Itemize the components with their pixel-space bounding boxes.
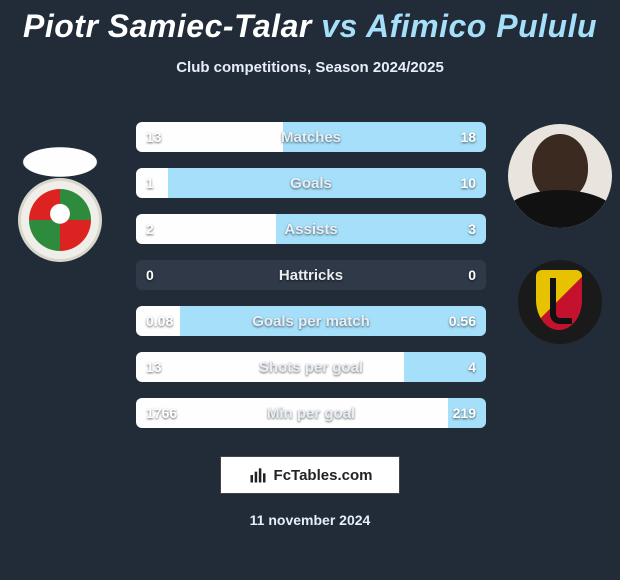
p2-value: 0 — [468, 260, 476, 290]
stat-row: Assists2 3 — [136, 214, 486, 244]
p1-value: 1 — [146, 168, 154, 198]
p2-value: 4 — [468, 352, 476, 382]
vs-text: vs — [321, 8, 358, 44]
p1-value: 1766 — [146, 398, 177, 428]
p1-value: 0 — [146, 260, 154, 290]
subtitle: Club competitions, Season 2024/2025 — [0, 59, 620, 76]
fctables-watermark: FcTables.com — [220, 456, 400, 494]
stat-label: Assists — [136, 214, 486, 244]
p2-value: 18 — [460, 122, 476, 152]
p2-value: 0.56 — [449, 306, 476, 336]
player2-avatar — [508, 124, 612, 228]
p1-value: 0.08 — [146, 306, 173, 336]
chart-icon — [248, 465, 268, 485]
comparison-title: Piotr Samiec-Talar vs Afimico Pululu — [0, 0, 620, 45]
stat-label: Goals per match — [136, 306, 486, 336]
stat-row: Goals1 10 — [136, 168, 486, 198]
p2-value: 10 — [460, 168, 476, 198]
player1-club-logo — [18, 178, 102, 262]
stat-label: Matches — [136, 122, 486, 152]
p1-value: 13 — [146, 352, 162, 382]
stat-label: Shots per goal — [136, 352, 486, 382]
stat-row: Min per goal1766 219 — [136, 398, 486, 428]
player2-club-logo — [518, 260, 602, 344]
player2-name: Afimico Pululu — [366, 8, 597, 44]
stat-bars-container: Matches1318Goals110Assists23Hattricks00G… — [136, 122, 486, 444]
stat-row: Hattricks0 0 — [136, 260, 486, 290]
stat-row: Shots per goal13 4 — [136, 352, 486, 382]
p1-value: 2 — [146, 214, 154, 244]
stat-row: Matches13 18 — [136, 122, 486, 152]
watermark-text: FcTables.com — [274, 467, 373, 484]
p2-value: 3 — [468, 214, 476, 244]
snapshot-date: 11 november 2024 — [0, 512, 620, 528]
player1-name: Piotr Samiec-Talar — [23, 8, 312, 44]
p1-value: 13 — [146, 122, 162, 152]
p2-value: 219 — [453, 398, 476, 428]
stat-label: Hattricks — [136, 260, 486, 290]
stat-label: Goals — [136, 168, 486, 198]
stat-row: Goals per match0.08 0.56 — [136, 306, 486, 336]
stat-label: Min per goal — [136, 398, 486, 428]
